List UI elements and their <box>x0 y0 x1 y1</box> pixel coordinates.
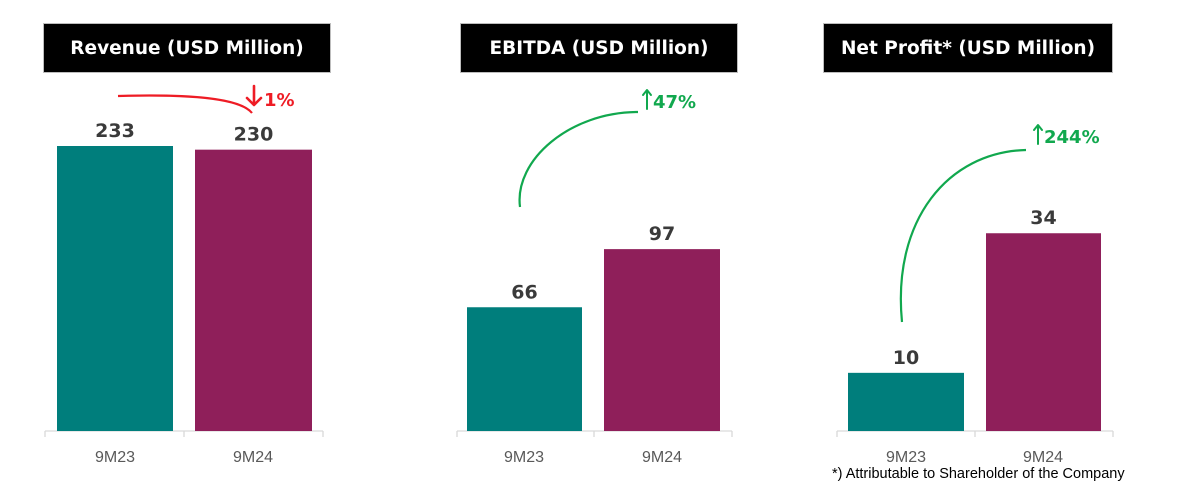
change-label: 244% <box>1044 127 1100 148</box>
data-label-9m24: 230 <box>234 124 274 146</box>
bar-9m24 <box>986 233 1101 431</box>
revenue-chart-plot: 233 230 9M23 9M24 1% <box>44 84 324 466</box>
change-label: 47% <box>653 92 696 113</box>
chart-title: Net Profit* (USD Million) <box>823 23 1113 73</box>
net-profit-chart: Net Profit* (USD Million) 10 34 9M23 9M2… <box>800 0 1140 486</box>
data-label-9m24: 34 <box>1030 207 1056 229</box>
x-tick-label-9m24: 9M24 <box>642 449 682 466</box>
change-label: 1% <box>264 90 295 111</box>
footnote: *) Attributable to Shareholder of the Co… <box>832 466 1125 482</box>
data-label-9m24: 97 <box>649 223 675 245</box>
down-arrow-icon <box>245 84 263 107</box>
bar-9m24 <box>604 249 720 431</box>
x-tick-label-9m24: 9M24 <box>233 449 273 466</box>
ebitda-chart: EBITDA (USD Million) 66 97 9M23 9M24 47% <box>410 0 750 486</box>
bar-9m23 <box>848 372 964 431</box>
bar-9m24 <box>195 149 312 431</box>
data-label-9m23: 66 <box>511 281 537 303</box>
up-arrow-icon <box>642 89 652 110</box>
net-profit-chart-plot: 10 34 9M23 9M24 244% <box>836 124 1114 466</box>
bar-9m23 <box>467 307 582 431</box>
bar-9m23 <box>57 146 173 431</box>
ebitda-chart-plot: 66 97 9M23 9M24 47% <box>456 89 733 466</box>
revenue-chart: Revenue (USD Million) 233 230 9M23 9M24 … <box>0 0 340 486</box>
change-arc <box>899 148 1027 323</box>
x-tick-label-9m23: 9M23 <box>504 449 544 466</box>
data-label-9m23: 10 <box>893 347 919 369</box>
x-tick-label-9m23: 9M23 <box>886 449 926 466</box>
chart-title: EBITDA (USD Million) <box>460 23 738 73</box>
chart-title: Revenue (USD Million) <box>43 23 331 73</box>
change-arc <box>117 94 253 114</box>
data-label-9m23: 233 <box>95 120 135 142</box>
x-tick-label-9m23: 9M23 <box>95 449 135 466</box>
change-arc <box>518 110 639 208</box>
up-arrow-icon <box>1033 124 1043 145</box>
x-tick-label-9m24: 9M24 <box>1023 449 1063 466</box>
